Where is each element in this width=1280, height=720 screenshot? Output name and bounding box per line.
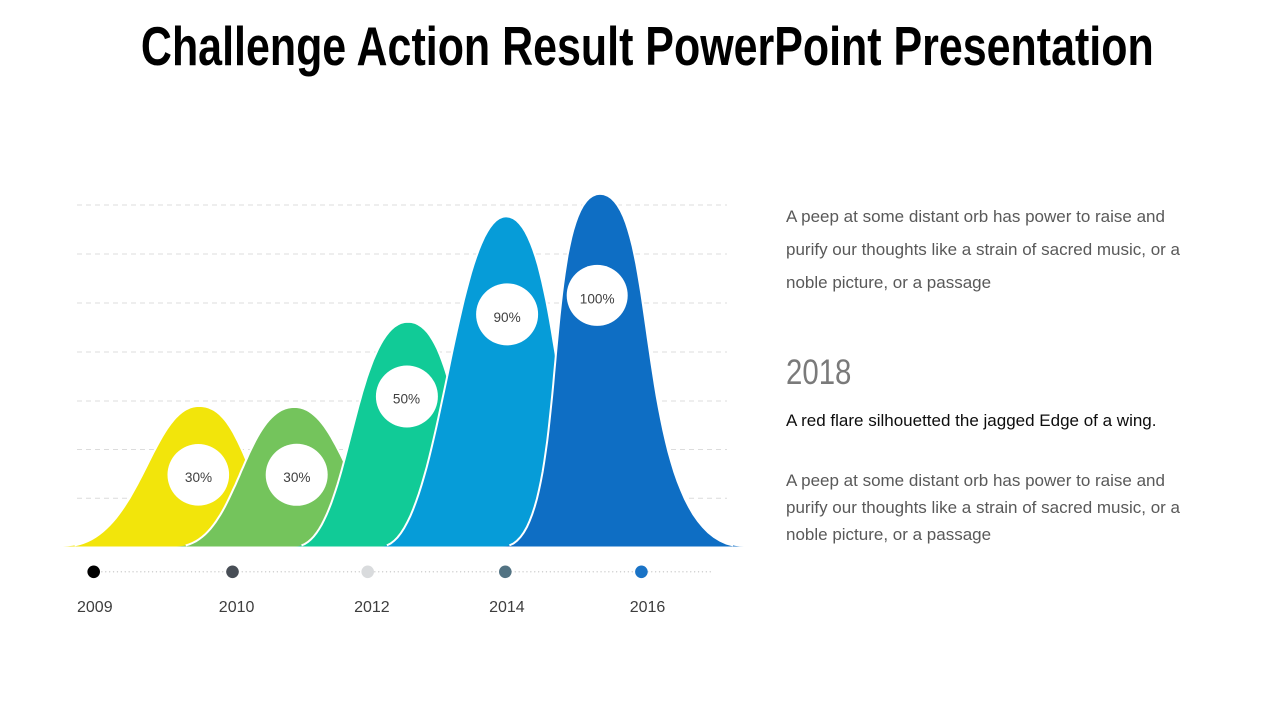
svg-text:2009: 2009: [77, 599, 113, 616]
svg-text:2014: 2014: [489, 599, 525, 616]
svg-text:2010: 2010: [219, 599, 255, 616]
svg-text:2016: 2016: [630, 599, 666, 616]
svg-text:90%: 90%: [493, 310, 520, 325]
svg-text:30%: 30%: [185, 470, 212, 485]
svg-text:30%: 30%: [283, 470, 310, 485]
svg-text:2012: 2012: [354, 599, 390, 616]
svg-text:100%: 100%: [580, 291, 615, 306]
svg-text:50%: 50%: [393, 392, 420, 407]
